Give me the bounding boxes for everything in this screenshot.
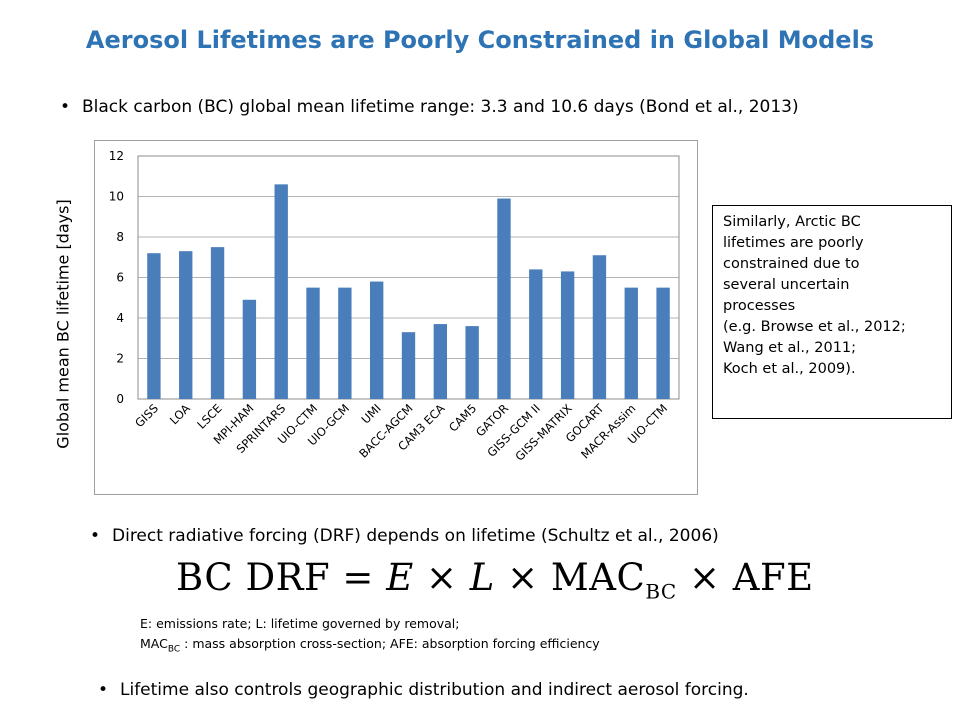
x-tick-label: GISS <box>132 401 161 430</box>
definitions-mac-sub: BC <box>167 644 181 655</box>
definitions-rest: : mass absorption cross-section; AFE: ab… <box>180 636 600 651</box>
bar <box>147 253 161 399</box>
bar <box>338 287 352 399</box>
y-tick-label: 0 <box>116 392 124 406</box>
note-line: Wang et al., 2011; <box>723 340 857 356</box>
bar <box>465 326 479 399</box>
bar <box>401 332 416 399</box>
equation-mac-text: MAC <box>550 556 646 599</box>
bar <box>433 324 448 399</box>
note-line: constrained due to <box>723 256 860 272</box>
bullet-symbol: • <box>90 526 101 546</box>
equation-times: × <box>425 556 458 599</box>
note-line: lifetimes are poorly <box>723 235 864 251</box>
y-axis-label: Global mean BC lifetime [days] <box>53 199 73 449</box>
y-tick-label: 2 <box>116 352 124 366</box>
definitions-mac: MAC <box>140 636 168 651</box>
bar <box>497 198 511 399</box>
note-line: Koch et al., 2009). <box>723 361 856 377</box>
bar <box>624 287 638 399</box>
bar <box>369 281 384 399</box>
definitions-line-1: E: emissions rate; L: lifetime governed … <box>140 616 460 631</box>
bar <box>592 255 607 399</box>
note-line: processes <box>723 298 796 314</box>
equation-mac-sub: BC <box>645 579 677 604</box>
note-line: several uncertain <box>723 277 850 293</box>
y-tick-label: 8 <box>116 230 124 244</box>
y-tick-label: 12 <box>109 149 124 163</box>
bullet-symbol: • <box>60 97 71 117</box>
bar <box>210 247 225 399</box>
equation-lhs: BC DRF <box>176 556 331 599</box>
y-tick-label: 6 <box>116 271 124 285</box>
bullet-geographic-distribution: • Lifetime also controls geographic dist… <box>98 680 749 700</box>
bar <box>560 271 575 399</box>
arctic-note-box: Similarly, Arctic BC lifetimes are poorl… <box>712 205 952 419</box>
equation-equals: = <box>342 556 374 599</box>
bar <box>306 287 320 399</box>
y-tick-label: 10 <box>109 190 124 204</box>
bar <box>274 184 288 399</box>
bar <box>242 299 257 399</box>
equation-afe: AFE <box>732 556 814 599</box>
bullet-text: Direct radiative forcing (DRF) depends o… <box>112 526 719 546</box>
equation-l: L <box>469 556 495 599</box>
x-tick-label: UMI <box>359 401 384 426</box>
drf-equation: BC DRF = E × L × MACBC × AFE <box>176 556 814 603</box>
bullet-bc-lifetime-range: • Black carbon (BC) global mean lifetime… <box>60 97 799 117</box>
bullet-symbol: • <box>98 680 109 700</box>
equation-times: × <box>688 556 721 599</box>
bullet-text: Lifetime also controls geographic distri… <box>120 680 749 700</box>
bar <box>179 251 193 399</box>
bar <box>529 269 543 399</box>
definitions-line-2: MACBC : mass absorption cross-section; A… <box>140 634 600 660</box>
equation-definitions: E: emissions rate; L: lifetime governed … <box>140 614 600 660</box>
bullet-drf: • Direct radiative forcing (DRF) depends… <box>90 526 719 546</box>
x-tick-label: LOA <box>167 401 193 427</box>
bullet-text: Black carbon (BC) global mean lifetime r… <box>82 97 799 117</box>
equation-mac: MACBC <box>550 556 677 603</box>
note-line: Similarly, Arctic BC <box>723 214 861 230</box>
bar <box>656 287 670 399</box>
equation-times: × <box>507 556 539 599</box>
note-line: (e.g. Browse et al., 2012; <box>723 319 906 335</box>
equation-e: E <box>386 556 414 599</box>
y-tick-label: 4 <box>116 311 124 325</box>
slide-title: Aerosol Lifetimes are Poorly Constrained… <box>85 26 875 54</box>
